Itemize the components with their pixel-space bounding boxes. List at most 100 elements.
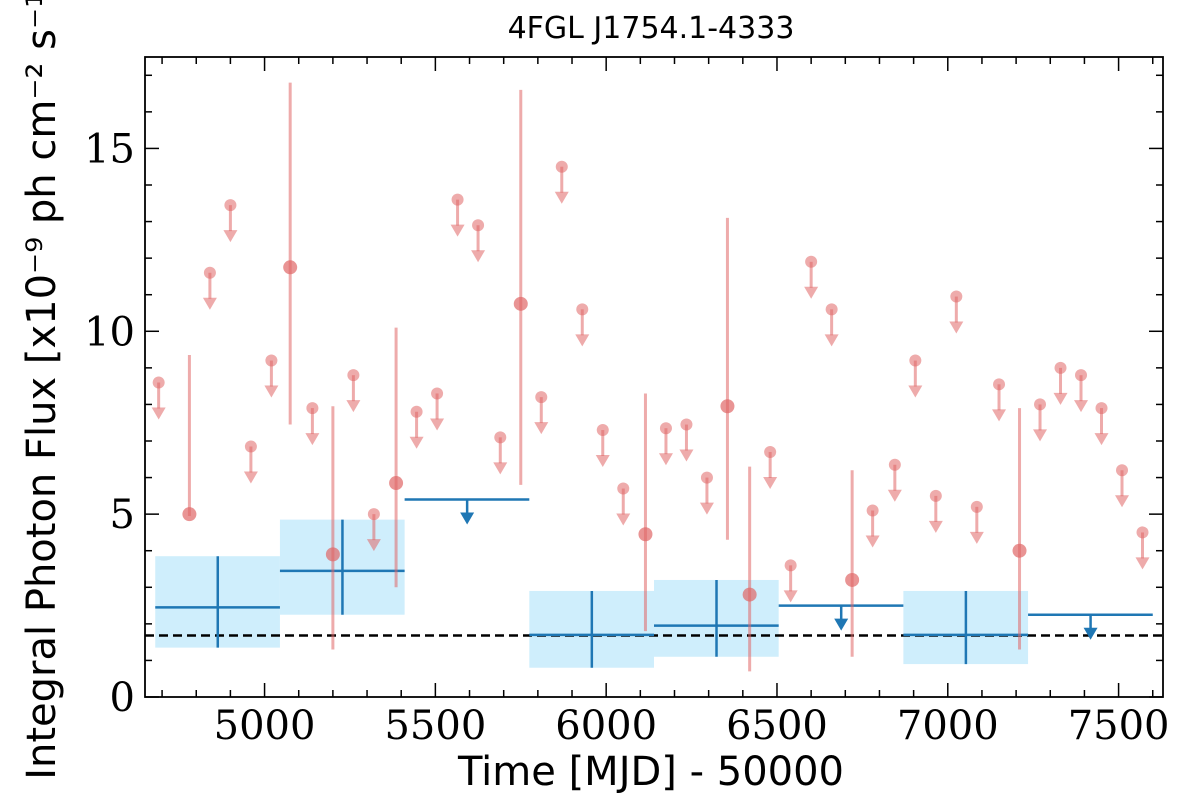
fine-upper-limit-marker (1034, 398, 1047, 411)
fine-upper-limit-arrow (595, 455, 610, 468)
fine-upper-limit-arrow (493, 462, 508, 475)
fine-upper-limit-marker (680, 418, 693, 431)
fine-upper-limit-marker (224, 199, 237, 212)
fine-upper-limit-arrow (346, 400, 361, 413)
fine-upper-limit-arrow (305, 433, 320, 446)
fine-upper-limit-arrow (554, 191, 569, 204)
fine-upper-limit-marker (1136, 526, 1149, 539)
y-axis-label: Integral Photon Flux [x10⁻⁹ ph cm⁻² s⁻¹] (19, 0, 65, 780)
fine-upper-limit-arrow (1053, 392, 1068, 405)
fine-upper-limit-marker (909, 354, 922, 367)
x-tick-label: 6000 (555, 703, 657, 749)
fine-bin-point (182, 507, 197, 522)
fine-upper-limit-arrow (243, 471, 258, 484)
fine-bin-point (742, 587, 757, 602)
fine-upper-limit-arrow (409, 436, 424, 449)
fine-bin-point (845, 572, 860, 587)
fine-upper-limit-arrow (992, 409, 1007, 422)
x-axis-label: Time [MJD] - 50000 (457, 749, 844, 795)
fine-upper-limit-marker (825, 303, 838, 316)
fine-upper-limit-marker (367, 508, 380, 521)
fine-upper-limit-marker (535, 391, 548, 404)
fine-upper-limit-marker (203, 266, 216, 279)
fine-bin-point (389, 476, 404, 491)
fine-upper-limit-arrow (699, 502, 714, 515)
fine-bin-point (283, 260, 298, 275)
fine-upper-limit-marker (805, 255, 818, 268)
fine-bin-series (151, 82, 1150, 672)
fine-upper-limit-marker (1075, 369, 1088, 382)
fine-upper-limit-arrow (887, 489, 902, 502)
fine-upper-limit-arrow (202, 297, 217, 310)
fine-upper-limit-arrow (430, 418, 445, 431)
fine-upper-limit-marker (764, 445, 777, 458)
fine-upper-limit-marker (700, 471, 713, 484)
fine-bin-point (513, 296, 528, 311)
x-tick-label: 7500 (1068, 703, 1170, 749)
fine-upper-limit-marker (659, 422, 672, 435)
fine-upper-limit-arrow (679, 449, 694, 462)
fine-upper-limit-arrow (575, 334, 590, 347)
fine-upper-limit-marker (472, 219, 485, 232)
fine-upper-limit-arrow (1135, 557, 1150, 570)
fine-upper-limit-marker (970, 500, 983, 513)
fine-bin-point (1012, 543, 1027, 558)
fine-upper-limit-arrow (949, 321, 964, 334)
fine-upper-limit-arrow (1094, 433, 1109, 446)
fine-upper-limit-marker (152, 376, 165, 389)
fine-upper-limit-marker (451, 193, 464, 206)
fine-upper-limit-arrow (1115, 495, 1130, 508)
fine-upper-limit-marker (993, 378, 1006, 391)
coarse-upper-limit-arrow (834, 618, 849, 631)
fine-upper-limit-arrow (223, 230, 238, 243)
fine-upper-limit-marker (617, 482, 630, 495)
x-tick-label: 7000 (897, 703, 999, 749)
fine-upper-limit-arrow (366, 539, 381, 552)
fine-upper-limit-arrow (450, 224, 465, 237)
fine-upper-limit-marker (1095, 402, 1108, 415)
fine-upper-limit-arrow (908, 385, 923, 398)
fine-upper-limit-marker (866, 504, 879, 517)
coarse-upper-limit-arrow (1083, 627, 1098, 640)
fine-upper-limit-arrow (264, 385, 279, 398)
fine-upper-limit-marker (888, 458, 901, 471)
fine-upper-limit-marker (576, 303, 589, 316)
fine-upper-limit-marker (1054, 361, 1067, 374)
fine-bin-point (720, 399, 735, 414)
fine-upper-limit-arrow (616, 513, 631, 526)
fine-upper-limit-marker (306, 402, 319, 415)
fine-upper-limit-marker (596, 424, 609, 437)
fine-upper-limit-marker (347, 369, 360, 382)
y-tick-label: 15 (84, 126, 135, 172)
fine-upper-limit-arrow (969, 531, 984, 544)
fine-upper-limit-marker (784, 559, 797, 572)
fine-upper-limit-arrow (471, 250, 486, 263)
fine-upper-limit-marker (431, 387, 444, 400)
fine-upper-limit-arrow (1074, 400, 1089, 413)
fine-upper-limit-arrow (763, 476, 778, 489)
fine-upper-limit-arrow (783, 590, 798, 603)
y-tick-label: 0 (110, 675, 135, 721)
fine-upper-limit-marker (265, 354, 278, 367)
fine-upper-limit-arrow (1033, 429, 1048, 442)
fine-upper-limit-arrow (151, 407, 166, 420)
axes-frame: 5000 5500 6000 6500 7000 7500 0 5 10 15 (84, 56, 1170, 749)
x-tick-label: 5000 (214, 703, 316, 749)
coarse-upper-limit-arrow (460, 512, 475, 525)
chart-title: 4FGL J1754.1-4333 (508, 11, 795, 46)
fine-upper-limit-arrow (658, 453, 673, 466)
fine-upper-limit-arrow (928, 520, 943, 533)
plot-frame (144, 56, 1164, 698)
fine-upper-limit-marker (410, 405, 423, 418)
fine-upper-limit-marker (950, 290, 963, 303)
fine-upper-limit-marker (929, 489, 942, 502)
fine-upper-limit-marker (494, 431, 507, 444)
fine-bin-point (325, 547, 340, 562)
x-tick-label: 6500 (726, 703, 828, 749)
coarse-bin-series (155, 498, 1153, 668)
fine-upper-limit-arrow (824, 334, 839, 347)
fine-upper-limit-marker (244, 440, 257, 453)
y-tick-label: 10 (84, 309, 135, 355)
